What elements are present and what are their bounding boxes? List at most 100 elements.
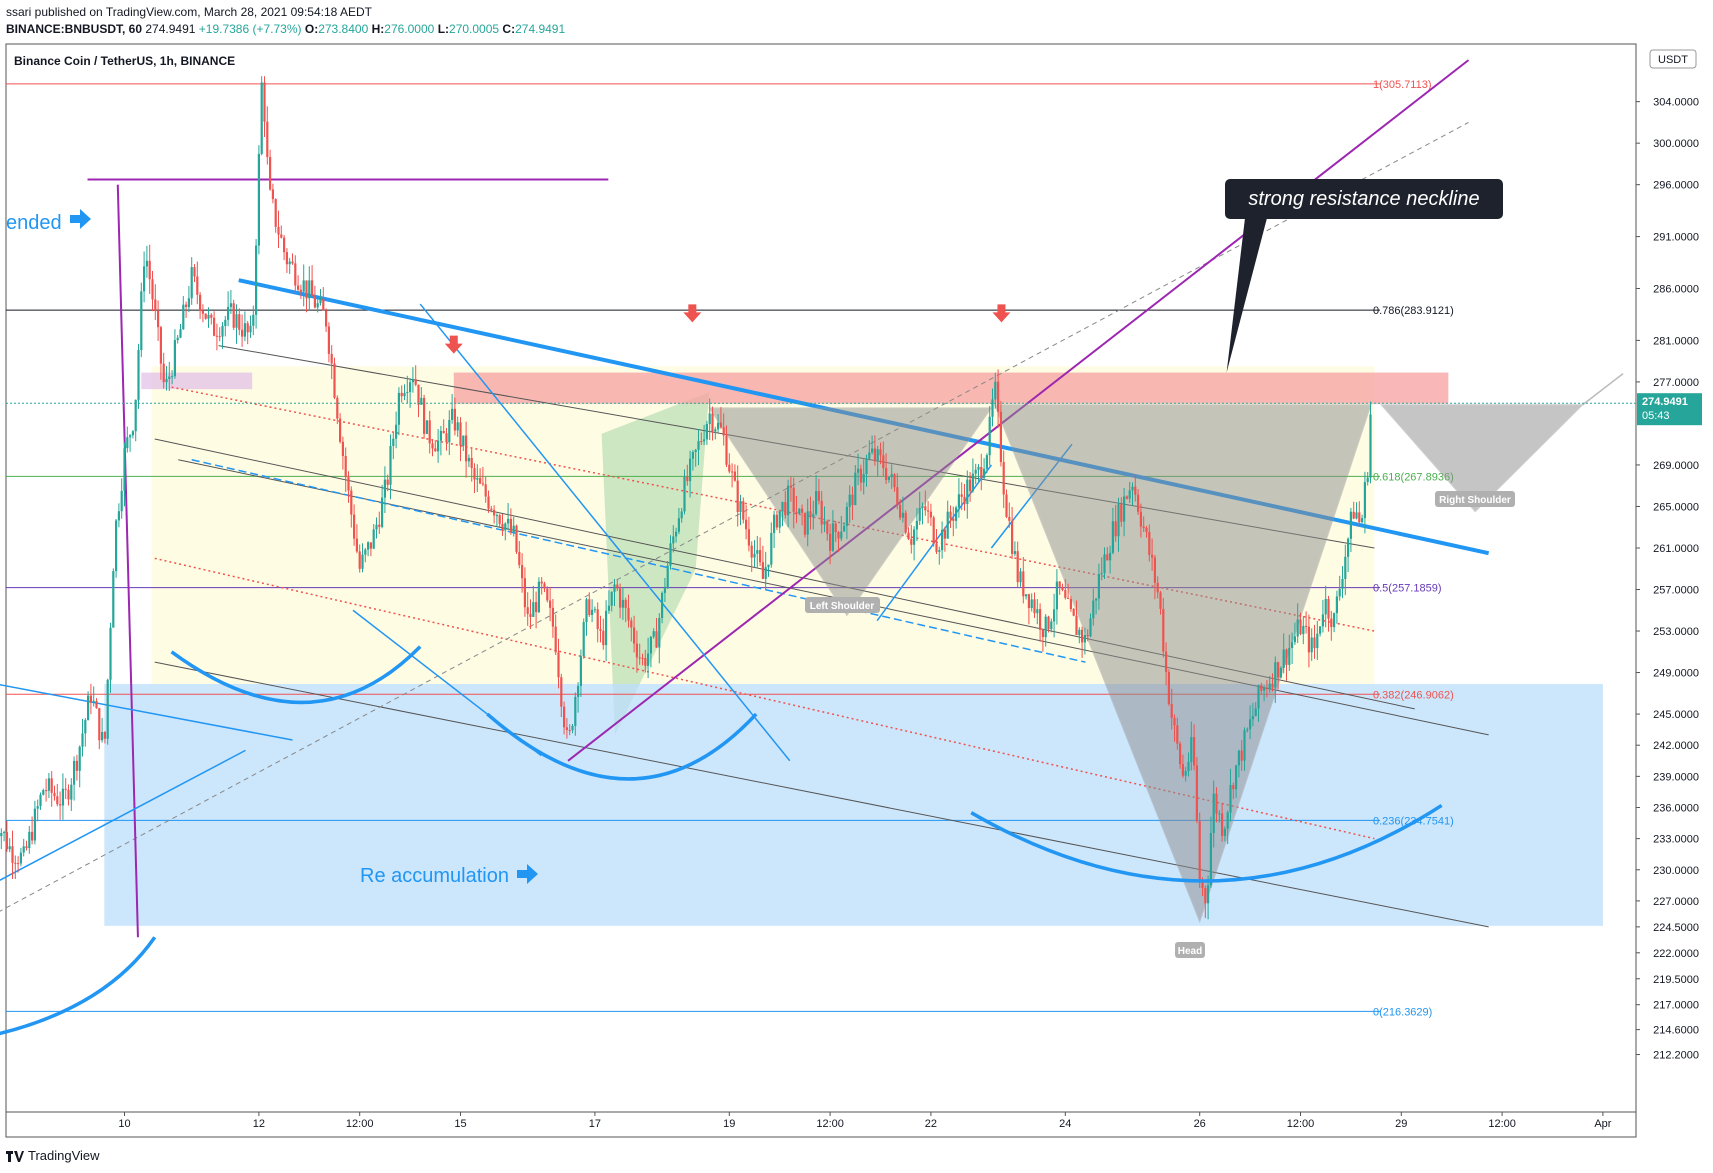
fib-label-2: 0.618(267.8936) <box>1373 471 1454 483</box>
candle-body-185 <box>509 518 512 533</box>
candle-body-25 <box>61 788 64 806</box>
candle-body-363 <box>1008 516 1011 521</box>
candle-body-400 <box>1111 521 1114 553</box>
candle-body-16 <box>36 806 39 809</box>
x-tick-label-4: 17 <box>589 1118 601 1130</box>
candle-body-365 <box>1013 551 1016 554</box>
candle-body-43 <box>112 571 115 628</box>
x-tick-label-8: 24 <box>1059 1118 1071 1130</box>
x-tick-label-1: 12 <box>253 1118 265 1130</box>
candle-body-180 <box>495 515 498 517</box>
left-shoulder-label: Left Shoulder <box>805 597 880 613</box>
candle-body-297 <box>823 521 826 525</box>
candle-body-17 <box>39 794 42 807</box>
candle-body-359 <box>997 381 1000 412</box>
candle-body-268 <box>742 501 745 520</box>
candle-body-398 <box>1106 554 1109 561</box>
candle-body-221 <box>610 591 613 606</box>
candle-body-372 <box>1033 599 1036 614</box>
candle-body-250 <box>691 451 694 459</box>
x-tick-label-0: 10 <box>118 1118 130 1130</box>
candle-body-68 <box>182 304 185 330</box>
candle-body-437 <box>1215 793 1218 814</box>
candle-body-175 <box>481 483 484 485</box>
candle-body-96 <box>260 82 263 154</box>
candle-body-279 <box>773 514 776 533</box>
candle-body-149 <box>409 382 412 393</box>
candle-body-386 <box>1072 609 1075 616</box>
candle-body-406 <box>1128 490 1131 499</box>
candle-body-440 <box>1223 828 1226 836</box>
candle-body-167 <box>459 422 462 446</box>
candle-body-422 <box>1173 717 1176 726</box>
candle-body-432 <box>1201 881 1204 889</box>
candle-body-26 <box>64 788 67 790</box>
right-shoulder-label: Right Shoulder <box>1435 491 1515 507</box>
candle-body-275 <box>761 562 764 579</box>
candle-body-160 <box>439 430 442 441</box>
candle-body-176 <box>484 484 487 497</box>
candle-body-259 <box>717 422 720 430</box>
candle-body-220 <box>607 605 610 611</box>
candle-body-97 <box>263 82 266 122</box>
candle-body-123 <box>336 397 339 419</box>
y-tick-label-8: 233.0000 <box>1653 834 1699 846</box>
candle-body-100 <box>271 189 274 200</box>
channel-line-3 <box>154 661 1489 928</box>
candle-body-455 <box>1265 687 1268 689</box>
candle-body-319 <box>885 468 888 481</box>
candle-body-21 <box>50 778 53 793</box>
candle-body-265 <box>733 471 736 481</box>
candle-body-57 <box>151 279 154 300</box>
candle-body-227 <box>627 607 630 621</box>
candle-body-334 <box>927 510 930 512</box>
y-tick-label-12: 245.0000 <box>1653 709 1699 721</box>
candle-body-325 <box>901 512 904 518</box>
candle-body-352 <box>977 467 980 470</box>
candle-body-155 <box>425 420 428 434</box>
candle-body-147 <box>403 392 406 397</box>
candle-body-311 <box>862 473 865 483</box>
candle-body-27 <box>67 789 70 800</box>
candle-body-247 <box>683 476 686 512</box>
candle-body-115 <box>313 296 316 308</box>
candle-body-237 <box>655 631 658 648</box>
currency-badge[interactable]: USDT <box>1649 49 1697 69</box>
symbol: BINANCE:BNBUSDT, 60 <box>6 22 143 36</box>
candle-body-347 <box>963 496 966 504</box>
candle-body-403 <box>1120 504 1123 522</box>
candle-body-317 <box>879 449 882 456</box>
candle-body-415 <box>1153 557 1156 583</box>
reaccumulation-arrow-icon <box>517 864 538 884</box>
candle-body-361 <box>1002 462 1005 495</box>
candle-body-134 <box>367 542 370 550</box>
candle-body-182 <box>501 523 504 531</box>
current-price-tag: 274.9491 05:43 <box>1637 393 1702 426</box>
candle-body-329 <box>913 529 916 545</box>
candle-body-416 <box>1156 582 1159 593</box>
down-arrow-icon-0 <box>444 335 463 354</box>
candle-body-136 <box>372 529 375 549</box>
candle-body-36 <box>92 700 95 703</box>
candle-body-157 <box>431 443 434 449</box>
candle-body-29 <box>73 760 76 785</box>
candle-body-7 <box>11 846 14 863</box>
y-tick-label-23: 296.0000 <box>1653 180 1699 192</box>
candle-body-61 <box>162 363 165 383</box>
candle-body-269 <box>745 519 748 530</box>
candle-body-186 <box>512 525 515 533</box>
tradingview-brand[interactable]: TradingView <box>6 1148 100 1163</box>
candle-body-418 <box>1162 608 1165 652</box>
candle-body-343 <box>952 518 955 521</box>
candle-body-460 <box>1279 667 1282 678</box>
candle-body-11 <box>22 846 25 853</box>
candle-body-313 <box>868 452 871 459</box>
candle-body-114 <box>311 280 314 297</box>
candle-body-126 <box>344 456 347 478</box>
candle-body-485 <box>1349 511 1352 539</box>
candle-body-405 <box>1125 496 1128 499</box>
candle-body-304 <box>843 525 846 532</box>
candle-body-411 <box>1142 526 1145 529</box>
y-tick-label-14: 253.0000 <box>1653 626 1699 638</box>
